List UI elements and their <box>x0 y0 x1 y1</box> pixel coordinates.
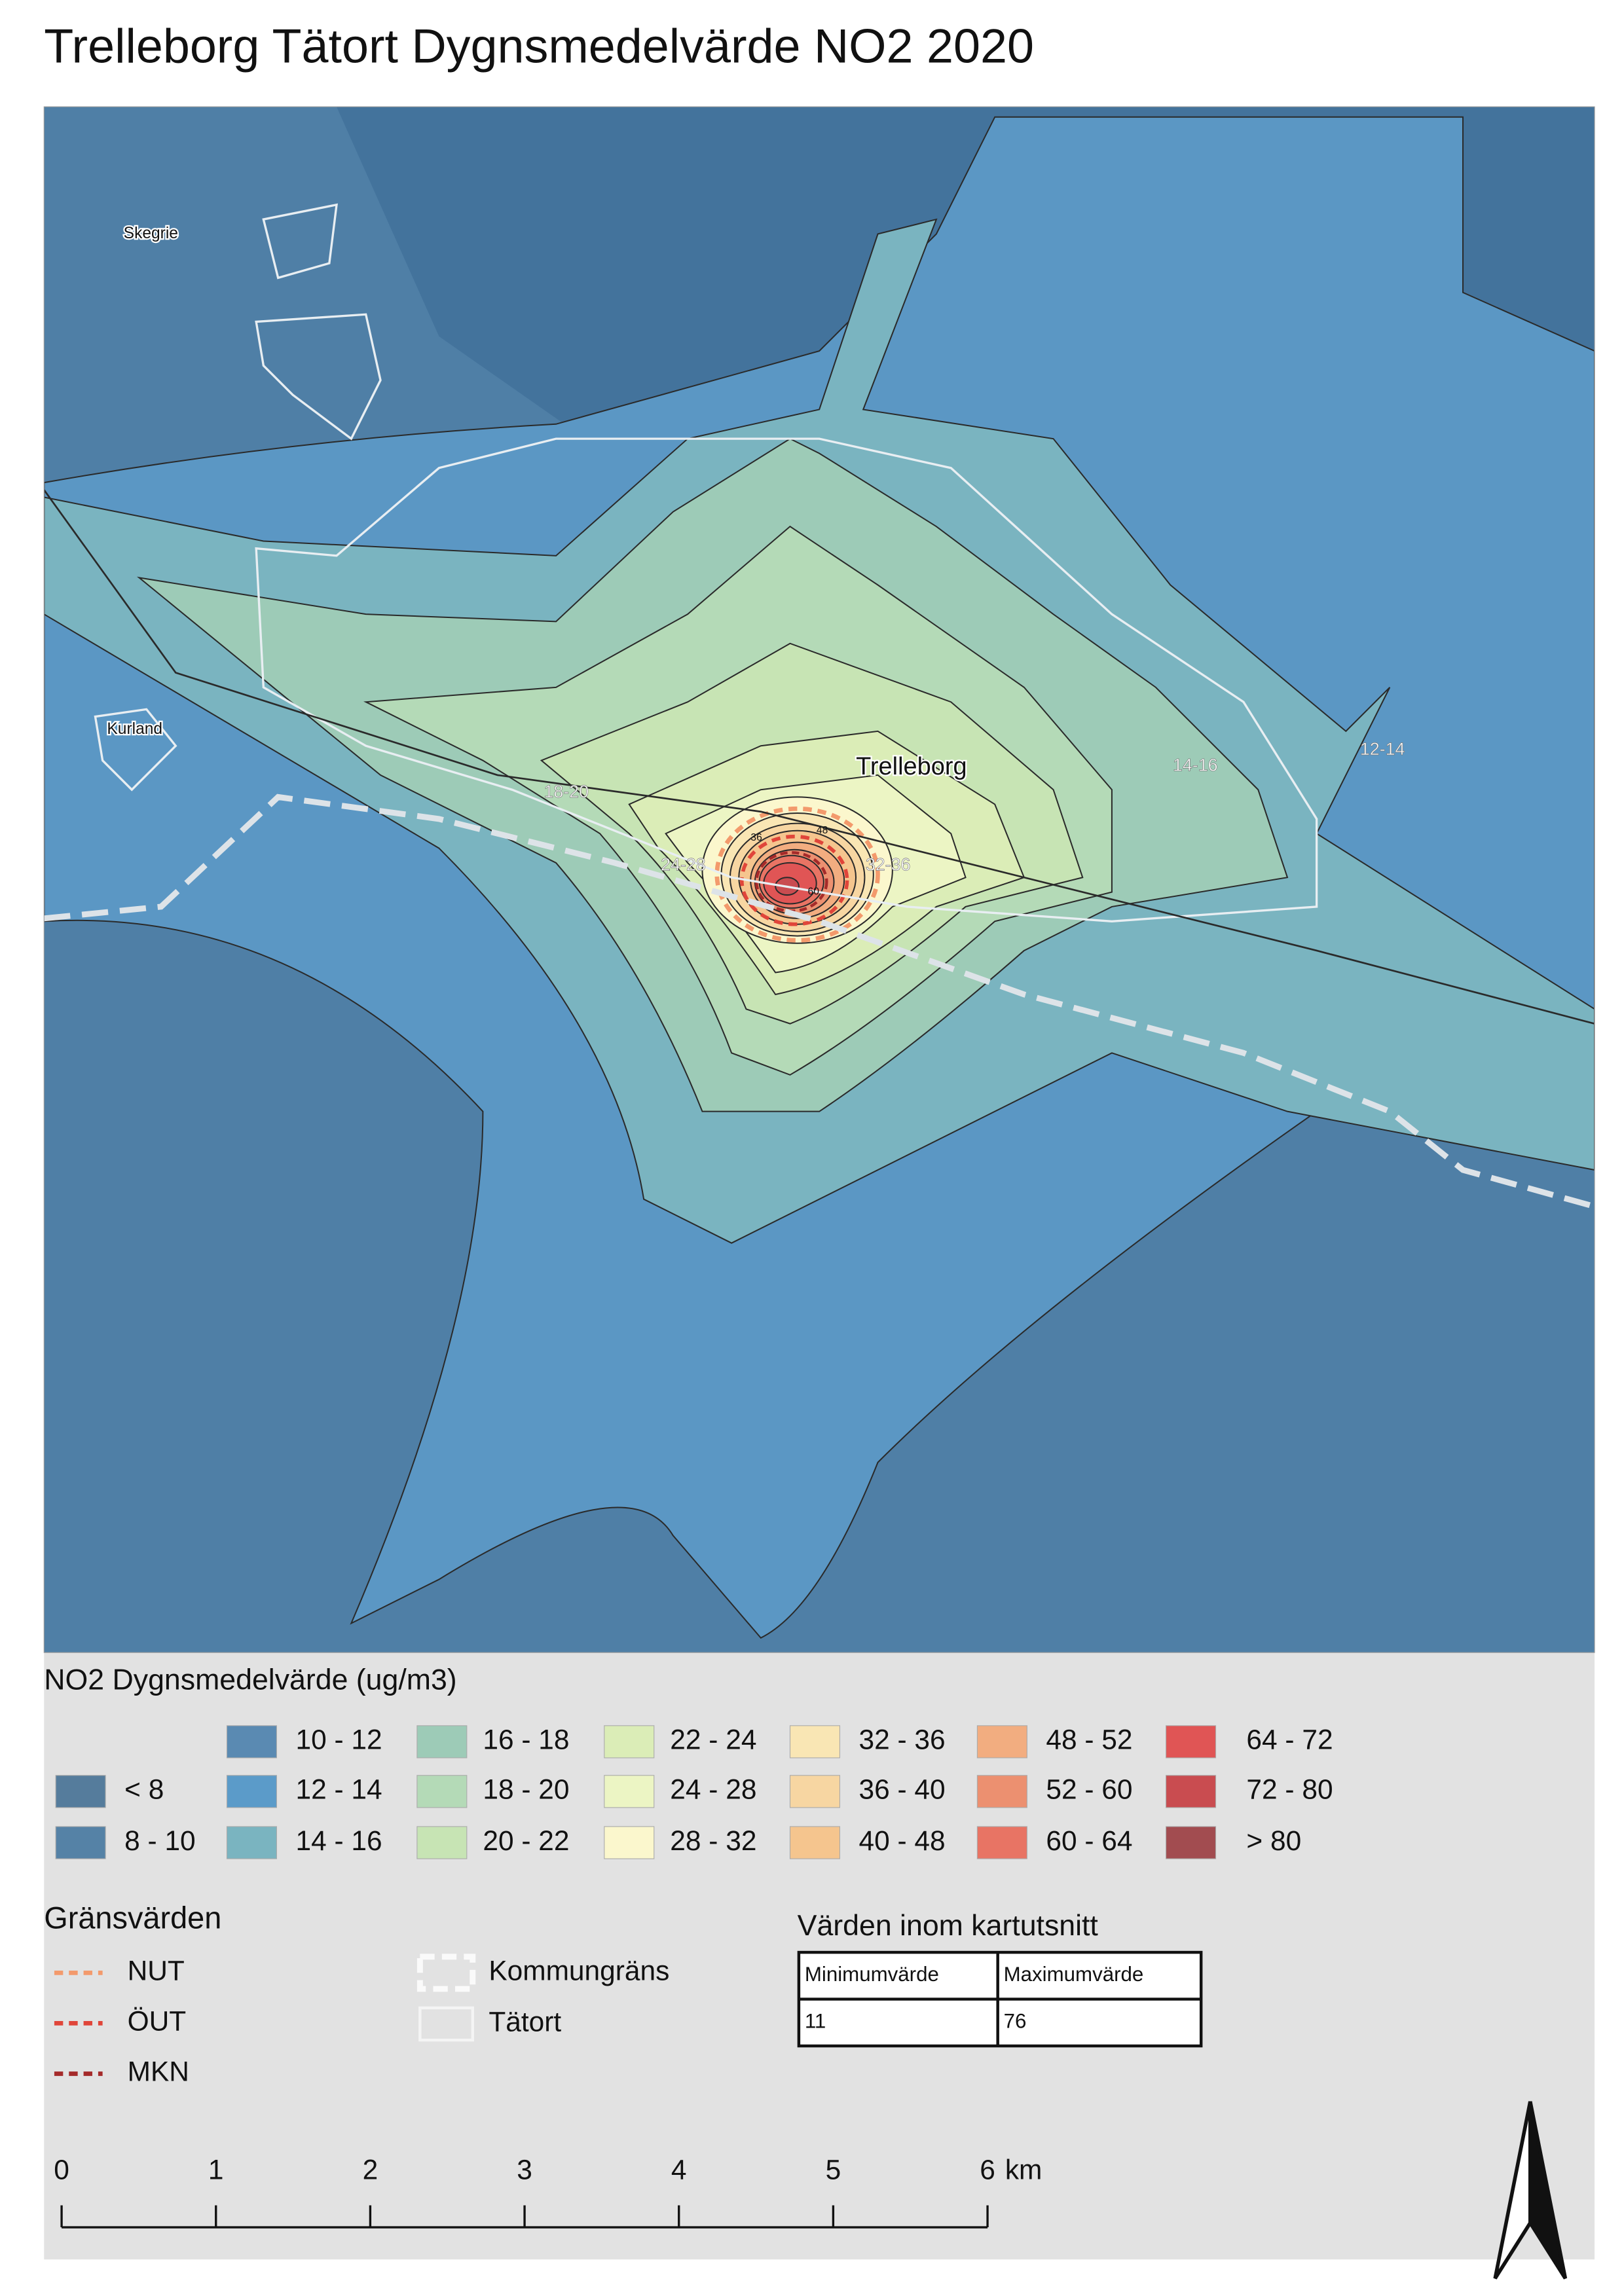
limits-title: Gränsvärden <box>44 1901 221 1935</box>
legend-swatch <box>226 1775 278 1808</box>
boundary-label: Kommungräns <box>489 1956 669 1986</box>
legend-label: 8 - 10 <box>124 1825 196 1856</box>
place-label: Skegrie <box>124 225 178 242</box>
scale-label: 0 <box>54 2154 69 2185</box>
scale-label: 1 <box>208 2154 224 2185</box>
legend-swatch <box>55 1775 106 1808</box>
legend-title: NO2 Dygnsmedelvärde (ug/m3) <box>44 1664 456 1696</box>
legend-label: 18 - 20 <box>483 1774 569 1805</box>
table-header: Minimumvärde <box>805 1963 939 1986</box>
scale-unit: km <box>1005 2154 1043 2185</box>
legend-label: 10 - 12 <box>295 1724 382 1755</box>
boundary-swatch <box>418 2006 475 2042</box>
title: Trelleborg Tätort Dygnsmedelvärde NO2 20… <box>44 18 1034 73</box>
place-label: Trelleborg <box>856 753 967 780</box>
legend-swatch <box>416 1725 468 1758</box>
legend-label: 64 - 72 <box>1246 1724 1333 1755</box>
legend-label: 48 - 52 <box>1046 1724 1132 1755</box>
legend-swatch <box>604 1826 655 1859</box>
boundary-swatch <box>416 1954 476 1992</box>
contour-label: 14-16 <box>1173 756 1218 775</box>
contour-label: 18-20 <box>544 782 589 801</box>
north-arrow <box>1493 2101 1568 2280</box>
legend-swatch <box>789 1826 840 1859</box>
contour-label: 24-28 <box>661 854 706 874</box>
legend-label: 12 - 14 <box>295 1774 382 1805</box>
legend-swatch <box>976 1826 1027 1859</box>
table-header: Maximumvärde <box>1004 1963 1144 1986</box>
legend-swatch <box>1166 1725 1217 1758</box>
legend-swatch <box>1166 1775 1217 1808</box>
map: Skegrie Kurland Trelleborg 18-20 24-28 3… <box>43 106 1595 1653</box>
legend-swatch <box>789 1775 840 1808</box>
legend-label: 36 - 40 <box>858 1774 945 1805</box>
legend-swatch <box>789 1725 840 1758</box>
limit-label: MKN <box>128 2056 189 2087</box>
limit-label: NUT <box>128 1956 185 1986</box>
legend-label: 32 - 36 <box>858 1724 945 1755</box>
contour-label: 48 <box>817 825 828 836</box>
legend-label: 14 - 16 <box>295 1825 382 1856</box>
scale-label: 4 <box>671 2154 687 2185</box>
limit-label: ÖUT <box>128 2006 187 2037</box>
contour-label: 60 <box>808 886 820 898</box>
legend-swatch <box>604 1725 655 1758</box>
legend-swatch <box>604 1775 655 1808</box>
legend-label: 20 - 22 <box>483 1825 569 1856</box>
table-cell: 76 <box>1004 2010 1027 2033</box>
legend-swatch <box>416 1826 468 1859</box>
legend-swatch <box>226 1725 278 1758</box>
boundary-label: Tätort <box>489 2007 561 2037</box>
contour-label: 36 <box>750 832 762 843</box>
legend-label: 24 - 28 <box>670 1774 756 1805</box>
legend-label: 60 - 64 <box>1046 1825 1132 1856</box>
legend-label: 28 - 32 <box>670 1825 756 1856</box>
legend-swatch <box>1166 1826 1217 1859</box>
legend-label: 16 - 18 <box>483 1724 569 1755</box>
table-cell: 11 <box>805 2010 826 2033</box>
legend-label: 22 - 24 <box>670 1724 756 1755</box>
contour-label: 32-36 <box>866 854 911 874</box>
table-title: Värden inom kartutsnitt <box>798 1910 1099 1942</box>
legend-label: 52 - 60 <box>1046 1774 1132 1805</box>
contour-label: 12-14 <box>1360 739 1405 759</box>
scale-label: 3 <box>517 2154 532 2185</box>
legend-swatch <box>976 1725 1027 1758</box>
scale-label: 6 <box>980 2154 995 2185</box>
legend-swatch <box>416 1775 468 1808</box>
legend-swatch <box>976 1775 1027 1808</box>
scale-label: 2 <box>363 2154 378 2185</box>
legend-swatch <box>55 1826 106 1859</box>
legend-label: < 8 <box>124 1774 164 1805</box>
legend-label: > 80 <box>1246 1825 1301 1856</box>
place-label: Kurland <box>107 720 162 738</box>
legend-label: 72 - 80 <box>1246 1774 1333 1805</box>
legend-swatch <box>226 1826 278 1859</box>
scale-label: 5 <box>826 2154 841 2185</box>
legend-label: 40 - 48 <box>858 1825 945 1856</box>
